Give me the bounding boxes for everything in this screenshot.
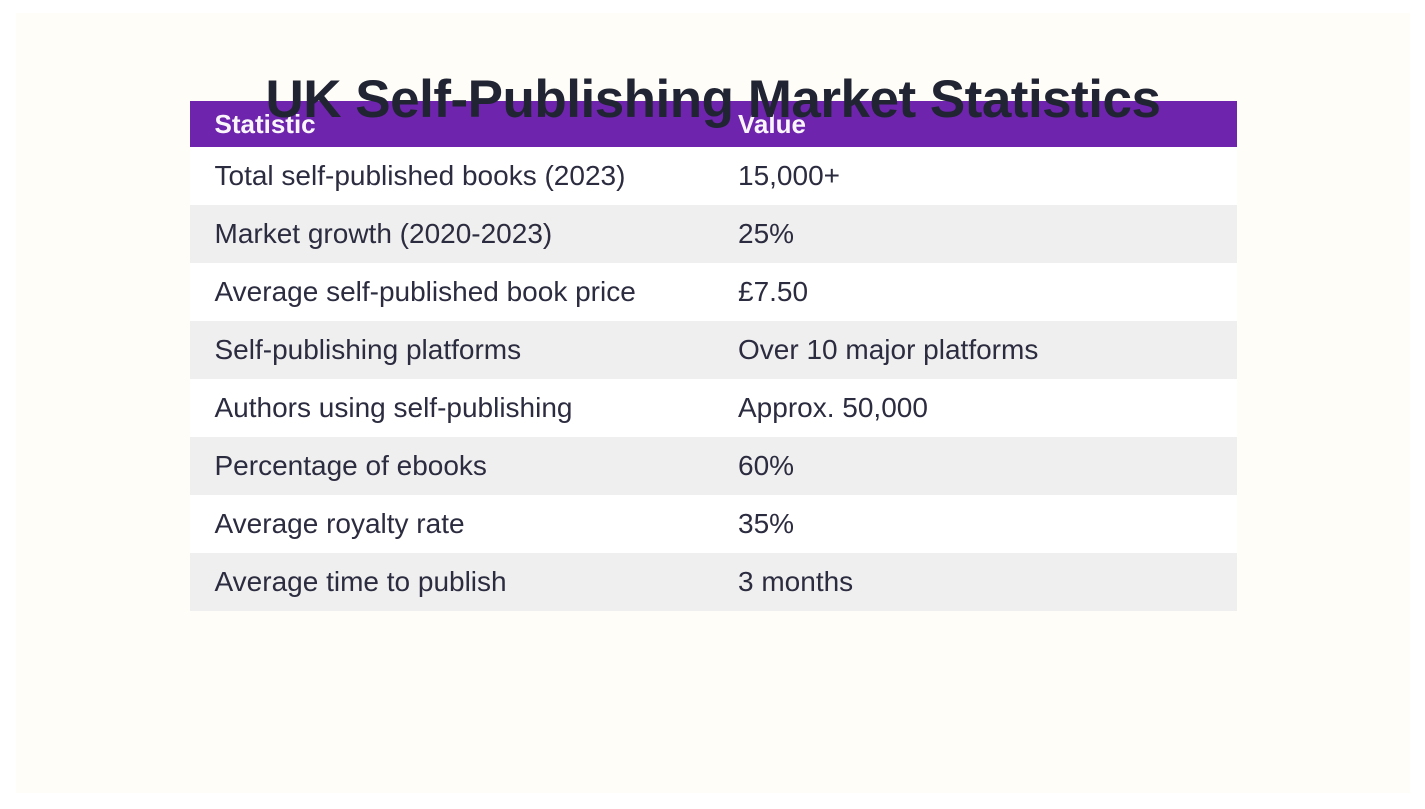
table-header-row: Statistic Value (189, 101, 1237, 147)
value-cell: 60% (738, 450, 795, 481)
table-row: Average time to publish 3 months (189, 553, 1237, 611)
value-cell: Over 10 major platforms (738, 334, 1039, 365)
value-cell: 3 months (738, 566, 854, 597)
statistic-cell: Average time to publish (214, 566, 507, 597)
table-row: Authors using self-publishing Approx. 50… (189, 379, 1237, 437)
column-header-value: Value (713, 101, 1237, 147)
statistic-cell: Average royalty rate (214, 508, 465, 539)
statistic-cell: Total self-published books (2023) (214, 160, 626, 191)
value-cell: Approx. 50,000 (738, 392, 928, 423)
table-row: Average self-published book price £7.50 (189, 263, 1237, 321)
statistic-cell: Percentage of ebooks (214, 450, 487, 481)
value-cell: 25% (738, 218, 795, 249)
statistic-cell: Average self-published book price (214, 276, 636, 307)
value-cell: 35% (738, 508, 795, 539)
statistic-cell: Self-publishing platforms (214, 334, 522, 365)
column-header-statistic: Statistic (189, 101, 713, 147)
statistics-table: Statistic Value Total self-published boo… (189, 101, 1237, 611)
statistic-cell: Authors using self-publishing (214, 392, 573, 423)
table-row: Market growth (2020-2023) 25% (189, 205, 1237, 263)
table-row: Self-publishing platforms Over 10 major … (189, 321, 1237, 379)
table-body: Total self-published books (2023) 15,000… (189, 147, 1237, 611)
table-row: Percentage of ebooks 60% (189, 437, 1237, 495)
value-cell: 15,000+ (738, 160, 840, 191)
statistic-cell: Market growth (2020-2023) (214, 218, 553, 249)
value-cell: £7.50 (738, 276, 809, 307)
table-row: Total self-published books (2023) 15,000… (189, 147, 1237, 205)
table-row: Average royalty rate 35% (189, 495, 1237, 553)
page-title: UK Self-Publishing Market Statistics (265, 70, 1161, 129)
page-background: UK Self-Publishing Market Statistics Sta… (16, 13, 1410, 793)
table-header: Statistic Value (189, 101, 1237, 147)
